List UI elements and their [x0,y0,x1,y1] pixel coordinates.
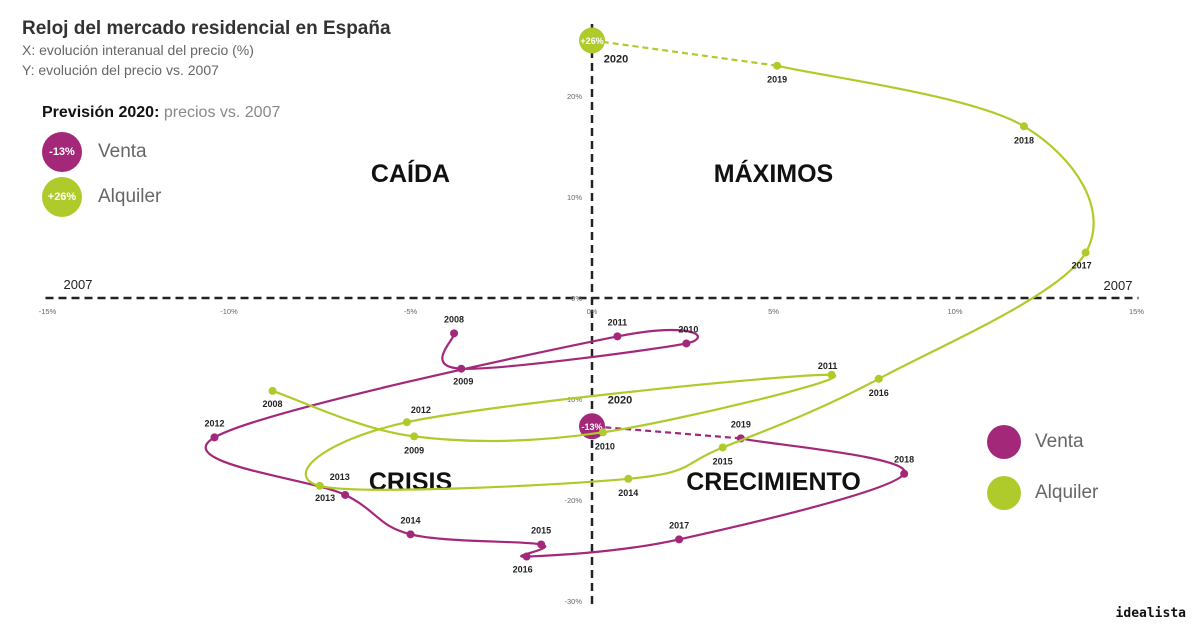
quadrant-label: CAÍDA [371,159,450,188]
y-tick-label: 10% [567,193,582,202]
x-tick-label: -15% [39,307,57,316]
forecast-alquiler: +26% Alquiler [42,177,161,217]
data-point [874,374,883,383]
point-year-label: 2008 [263,399,283,409]
forecast-subtitle: precios vs. 2007 [163,104,281,121]
forecast-venta: -13% Venta [42,132,147,172]
legend-alquiler: Alquiler [987,476,1098,510]
data-point [315,481,324,490]
series-line-venta [204,328,906,558]
legend-alquiler-label: Alquiler [1035,482,1099,503]
data-point [406,530,415,539]
data-point [402,418,411,427]
point-year-label: 2009 [453,377,473,387]
data-point [624,474,633,483]
x-axis-description: X: evolución interanual del precio (%) [22,42,254,58]
point-year-label: 2012 [204,418,224,428]
data-point [773,61,782,70]
x-tick-label: 0% [587,307,598,316]
point-year-label: 2016 [513,565,533,575]
point-year-label: 2017 [669,520,689,530]
data-point [210,433,219,442]
data-point [718,443,727,452]
point-year-label: 2011 [818,361,838,371]
forecast-year-label: 2020 [608,394,632,406]
axis-end-label-right: 2007 [1104,278,1133,293]
data-point [537,540,546,549]
data-point [268,386,277,395]
data-point [613,332,622,341]
axis-end-label-left: 2007 [64,277,93,292]
y-tick-label: -10% [564,395,582,404]
point-year-label: 2010 [595,441,615,451]
forecast-year-label: 2020 [604,53,628,65]
x-tick-label: -10% [220,307,238,316]
data-point [450,329,459,338]
forecast-line-alquiler [591,39,778,67]
point-year-label: 2019 [767,75,787,85]
quadrant-label: MÁXIMOS [714,159,833,188]
y-axis-description: Y: evolución del precio vs. 2007 [22,62,219,78]
forecast-point-badge: -13% [581,422,602,432]
y-tick-label: 0% [571,294,582,303]
point-year-label: 2010 [678,324,698,334]
point-year-label: 2013 [330,472,350,482]
point-year-label: 2015 [713,456,733,466]
x-tick-label: 10% [947,307,962,316]
forecast-line-venta [591,425,741,440]
data-point [675,535,684,544]
data-point [457,364,466,373]
point-year-label: 2009 [404,445,424,455]
point-year-label: 2012 [411,405,431,415]
point-year-label: 2016 [869,388,889,398]
forecast-venta-badge: -13% [42,132,82,172]
idealista-logo: idealista [1115,606,1186,621]
data-point [410,432,419,441]
series-line-alquiler [272,64,1095,491]
forecast-point [579,27,605,54]
data-point [522,552,531,561]
data-point [900,469,909,478]
data-point [1081,248,1090,257]
legend-venta-label: Venta [1035,431,1084,452]
chart-title: Reloj del mercado residencial en España [22,18,391,39]
data-point [341,490,350,499]
data-point [1019,122,1028,131]
data-point [682,339,691,348]
point-year-label: 2013 [315,493,335,503]
forecast-alquiler-badge: +26% [42,177,82,217]
y-tick-label: -20% [564,496,582,505]
point-year-label: 2008 [444,314,464,324]
x-tick-label: 5% [768,307,779,316]
x-tick-label: -5% [404,307,418,316]
point-year-label: 2014 [400,515,420,525]
point-year-label: 2017 [1072,261,1092,271]
forecast-alquiler-label: Alquiler [98,186,162,207]
point-year-label: 2014 [618,488,638,498]
point-year-label: 2011 [608,317,628,327]
legend-alquiler-swatch [987,476,1021,510]
y-tick-label: -30% [564,597,582,606]
forecast-point-badge: +26% [580,36,603,46]
forecast-venta-label: Venta [98,141,147,162]
forecast-title: Previsión 2020: [42,104,160,121]
point-year-label: 2018 [894,455,914,465]
x-tick-label: 15% [1129,307,1144,316]
data-point [598,428,607,437]
data-point [827,370,836,379]
legend-venta: Venta [987,425,1084,459]
quadrant-label: CRISIS [369,468,452,496]
quadrant-label: CRECIMIENTO [686,468,861,496]
point-year-label: 2015 [531,525,551,535]
point-year-label: 2019 [731,419,751,429]
legend-venta-swatch [987,425,1021,459]
point-year-label: 2018 [1014,135,1034,145]
forecast-heading: Previsión 2020: precios vs. 2007 [42,104,280,122]
y-tick-label: 20% [567,92,582,101]
